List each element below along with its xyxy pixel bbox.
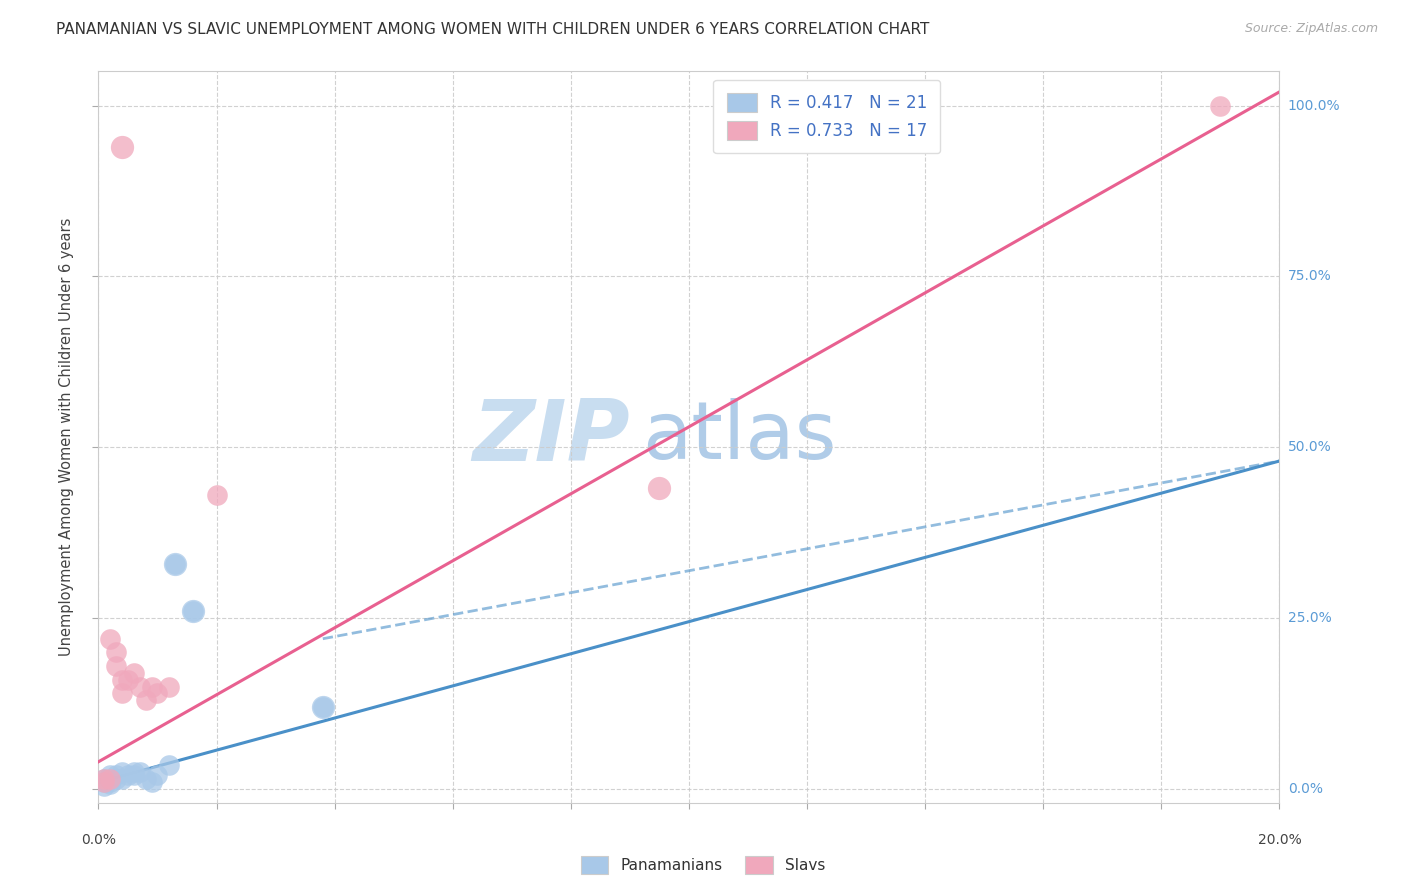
Point (93, 775, 115, 789)
Point (111, 686, 134, 700)
Point (128, 765, 150, 780)
Y-axis label: Unemployment Among Women with Children Under 6 years: Unemployment Among Women with Children U… (59, 218, 75, 657)
Point (111, 139, 134, 153)
Point (181, 604, 204, 618)
Text: 0.0%: 0.0% (1288, 782, 1323, 797)
Point (93, 775, 115, 789)
Point (141, 775, 163, 789)
Point (157, 680, 180, 694)
Point (111, 765, 134, 780)
Point (117, 768, 139, 782)
Text: 100.0%: 100.0% (1288, 98, 1340, 112)
Point (165, 557, 187, 571)
Text: 20.0%: 20.0% (1257, 833, 1302, 847)
Point (122, 765, 145, 780)
Text: Source: ZipAtlas.com: Source: ZipAtlas.com (1244, 22, 1378, 36)
Point (135, 693, 157, 707)
Point (111, 673, 134, 687)
Point (105, 768, 128, 782)
Point (648, 481, 671, 495)
Point (98, 632, 121, 646)
Point (146, 686, 169, 700)
Point (105, 772, 128, 786)
Point (141, 680, 163, 694)
Text: ZIP: ZIP (472, 395, 630, 479)
Point (98, 775, 121, 789)
Text: 0.0%: 0.0% (82, 833, 115, 847)
Point (93, 772, 115, 786)
Point (205, 488, 228, 502)
Point (93, 779, 115, 793)
Point (312, 700, 335, 714)
Point (98, 777, 121, 791)
Point (111, 772, 134, 786)
Legend: Panamanians, Slavs: Panamanians, Slavs (575, 850, 831, 880)
Point (312, 700, 335, 714)
Point (122, 665, 145, 680)
Text: PANAMANIAN VS SLAVIC UNEMPLOYMENT AMONG WOMEN WITH CHILDREN UNDER 6 YEARS CORREL: PANAMANIAN VS SLAVIC UNEMPLOYMENT AMONG … (56, 22, 929, 37)
Text: 25.0%: 25.0% (1288, 611, 1331, 625)
Point (105, 645, 128, 659)
Point (1209, 98, 1232, 112)
Legend: R = 0.417   N = 21, R = 0.733   N = 17: R = 0.417 N = 21, R = 0.733 N = 17 (713, 79, 941, 153)
Point (146, 768, 169, 782)
Point (128, 680, 150, 694)
Text: atlas: atlas (641, 398, 837, 476)
Point (93, 772, 115, 786)
Point (105, 659, 128, 673)
Text: 50.0%: 50.0% (1288, 441, 1331, 454)
Point (181, 604, 204, 618)
Text: 75.0%: 75.0% (1288, 269, 1331, 284)
Point (98, 772, 121, 786)
Point (135, 772, 157, 786)
Point (98, 768, 121, 782)
Point (117, 673, 139, 687)
Point (165, 557, 187, 571)
Point (122, 768, 145, 782)
Point (157, 758, 180, 772)
